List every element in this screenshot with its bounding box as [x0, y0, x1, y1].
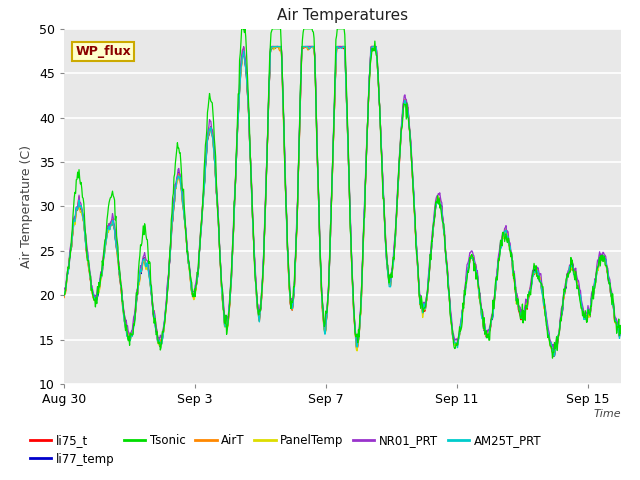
AirT [550, 353, 557, 359]
PanelTemp [550, 349, 558, 355]
AM25T_PRT [173, 177, 180, 183]
Legend: li75_t, li77_temp, Tsonic, AirT, PanelTemp, NR01_PRT, AM25T_PRT: li75_t, li77_temp, Tsonic, AirT, PanelTe… [26, 429, 546, 470]
AirT [486, 325, 494, 331]
AirT [617, 330, 625, 336]
NR01_PRT [617, 326, 625, 332]
Line: NR01_PRT: NR01_PRT [64, 47, 621, 350]
PanelTemp [396, 145, 404, 151]
AM25T_PRT [486, 325, 494, 331]
li77_temp [173, 177, 180, 182]
Line: AirT: AirT [64, 47, 621, 356]
PanelTemp [124, 328, 131, 334]
PanelTemp [349, 294, 357, 300]
NR01_PRT [486, 322, 494, 328]
li75_t [349, 290, 357, 296]
AirT [396, 149, 404, 155]
AM25T_PRT [60, 293, 68, 299]
li75_t [60, 294, 68, 300]
li77_temp [273, 44, 281, 49]
AM25T_PRT [550, 353, 558, 359]
PanelTemp [617, 330, 625, 336]
Tsonic [173, 147, 180, 153]
NR01_PRT [349, 288, 357, 294]
li77_temp [60, 292, 68, 298]
li77_temp [124, 330, 131, 336]
li75_t [486, 327, 494, 333]
Title: Air Temperatures: Air Temperatures [277, 9, 408, 24]
Tsonic [124, 334, 131, 340]
Text: Time: Time [593, 409, 621, 419]
AirT [135, 279, 143, 285]
NR01_PRT [240, 44, 248, 49]
NR01_PRT [60, 287, 68, 293]
Tsonic [617, 330, 625, 336]
li75_t [268, 44, 276, 49]
NR01_PRT [173, 175, 180, 180]
Text: WP_flux: WP_flux [75, 45, 131, 58]
Line: li75_t: li75_t [64, 47, 621, 356]
PanelTemp [60, 290, 68, 296]
Line: li77_temp: li77_temp [64, 47, 621, 356]
AirT [60, 295, 68, 300]
NR01_PRT [550, 347, 557, 353]
li75_t [135, 281, 143, 287]
li77_temp [486, 325, 494, 331]
li75_t [173, 179, 180, 185]
li77_temp [135, 279, 143, 285]
AirT [173, 179, 180, 185]
PanelTemp [486, 325, 494, 331]
li75_t [550, 353, 558, 359]
li77_temp [550, 353, 557, 359]
li77_temp [396, 147, 404, 153]
Tsonic [486, 322, 494, 328]
Tsonic [548, 355, 556, 361]
li75_t [124, 329, 131, 335]
NR01_PRT [135, 277, 143, 283]
Line: PanelTemp: PanelTemp [64, 47, 621, 352]
li77_temp [617, 330, 625, 336]
Y-axis label: Air Temperature (C): Air Temperature (C) [20, 145, 33, 268]
AM25T_PRT [269, 44, 276, 49]
Tsonic [239, 26, 246, 32]
PanelTemp [273, 44, 281, 49]
AM25T_PRT [124, 333, 131, 338]
AM25T_PRT [617, 329, 625, 335]
PanelTemp [135, 282, 143, 288]
Line: AM25T_PRT: AM25T_PRT [64, 47, 621, 356]
li75_t [396, 148, 404, 154]
NR01_PRT [396, 144, 404, 149]
Tsonic [60, 292, 68, 298]
AirT [349, 295, 357, 301]
AM25T_PRT [135, 278, 143, 284]
NR01_PRT [124, 323, 131, 329]
li77_temp [349, 293, 357, 299]
Tsonic [396, 147, 404, 153]
AM25T_PRT [396, 148, 404, 154]
li75_t [617, 329, 625, 335]
Tsonic [349, 286, 357, 291]
AM25T_PRT [349, 291, 357, 297]
Line: Tsonic: Tsonic [64, 29, 621, 358]
AirT [124, 331, 131, 337]
Tsonic [135, 258, 143, 264]
PanelTemp [173, 179, 180, 184]
AirT [267, 44, 275, 49]
